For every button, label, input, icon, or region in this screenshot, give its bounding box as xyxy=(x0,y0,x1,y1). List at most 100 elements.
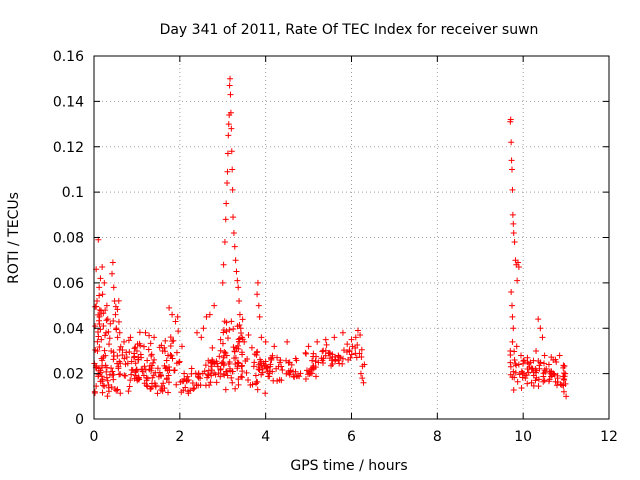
data-point xyxy=(232,385,239,392)
data-point xyxy=(142,366,149,373)
data-point xyxy=(221,239,228,246)
data-point xyxy=(142,329,149,336)
data-point xyxy=(148,362,155,369)
data-point xyxy=(182,384,189,391)
data-point xyxy=(357,332,364,339)
data-point xyxy=(515,259,522,266)
data-point xyxy=(527,359,534,366)
data-point xyxy=(145,346,152,353)
data-point xyxy=(121,355,128,362)
data-point xyxy=(97,275,104,282)
data-point xyxy=(549,372,556,379)
data-point xyxy=(174,313,181,320)
data-point xyxy=(303,350,310,357)
x-tick-label: 10 xyxy=(514,429,532,445)
data-point xyxy=(510,387,517,394)
data-point xyxy=(132,372,139,379)
data-point xyxy=(235,345,242,352)
data-point xyxy=(322,336,329,343)
data-point xyxy=(127,377,134,384)
data-point xyxy=(206,311,213,318)
data-point xyxy=(536,362,543,369)
data-point xyxy=(312,373,319,380)
y-tick-label: 0.08 xyxy=(53,231,84,247)
data-point xyxy=(302,376,309,383)
data-point xyxy=(331,334,338,341)
data-point xyxy=(315,359,322,366)
data-point xyxy=(100,382,107,389)
data-point xyxy=(520,360,527,367)
grid xyxy=(94,56,609,419)
y-tick-label: 0.12 xyxy=(53,140,84,156)
data-point xyxy=(110,356,117,363)
data-point xyxy=(217,366,224,373)
data-point xyxy=(188,370,195,377)
data-point xyxy=(110,284,117,291)
data-point xyxy=(508,157,515,164)
y-tick-label: 0.04 xyxy=(53,321,84,337)
data-point xyxy=(249,381,256,388)
data-point xyxy=(348,336,355,343)
data-point xyxy=(229,166,236,173)
data-point xyxy=(230,344,237,351)
data-point xyxy=(507,351,514,358)
data-point xyxy=(319,348,326,355)
y-axis-label: ROTI / TECUs xyxy=(6,192,22,284)
data-point xyxy=(231,243,238,250)
data-point xyxy=(103,368,110,375)
data-point xyxy=(537,325,544,332)
data-point xyxy=(104,393,111,400)
data-point xyxy=(235,381,242,388)
data-point xyxy=(101,279,108,286)
data-point xyxy=(235,284,242,291)
data-point xyxy=(167,352,174,359)
data-point xyxy=(510,325,517,332)
data-point xyxy=(135,354,142,361)
data-point xyxy=(99,357,106,364)
data-point xyxy=(222,386,229,393)
data-point xyxy=(110,371,117,378)
data-point xyxy=(125,337,132,344)
data-point xyxy=(511,239,518,246)
data-point xyxy=(358,346,365,353)
data-point xyxy=(268,356,275,363)
data-point xyxy=(238,349,245,356)
data-point xyxy=(509,186,516,193)
data-point xyxy=(508,288,515,295)
data-point xyxy=(207,379,214,386)
data-point xyxy=(102,307,109,314)
data-point xyxy=(548,373,555,380)
data-point xyxy=(94,298,101,305)
data-point xyxy=(113,326,120,333)
data-point xyxy=(181,370,188,377)
data-point xyxy=(556,352,563,359)
data-point xyxy=(171,367,178,374)
data-point xyxy=(535,316,542,323)
data-point xyxy=(115,297,122,304)
data-point xyxy=(195,371,202,378)
data-point xyxy=(146,332,153,339)
data-point xyxy=(110,318,117,325)
data-point xyxy=(143,382,150,389)
data-point xyxy=(518,352,525,359)
data-point xyxy=(125,388,132,395)
data-point xyxy=(167,343,174,350)
data-point xyxy=(515,263,522,270)
data-point xyxy=(173,381,180,388)
data-point xyxy=(229,368,236,375)
data-point xyxy=(163,376,170,383)
data-point xyxy=(308,370,315,377)
data-point xyxy=(225,132,232,139)
data-point xyxy=(515,361,522,368)
data-point xyxy=(151,356,158,363)
data-point xyxy=(103,302,110,309)
data-point xyxy=(292,368,299,375)
data-point xyxy=(360,379,367,386)
data-point xyxy=(219,340,226,347)
data-point xyxy=(512,369,519,376)
data-point xyxy=(96,284,103,291)
data-point xyxy=(107,320,114,327)
data-point xyxy=(126,383,133,390)
data-point xyxy=(217,347,224,354)
data-point xyxy=(175,328,182,335)
